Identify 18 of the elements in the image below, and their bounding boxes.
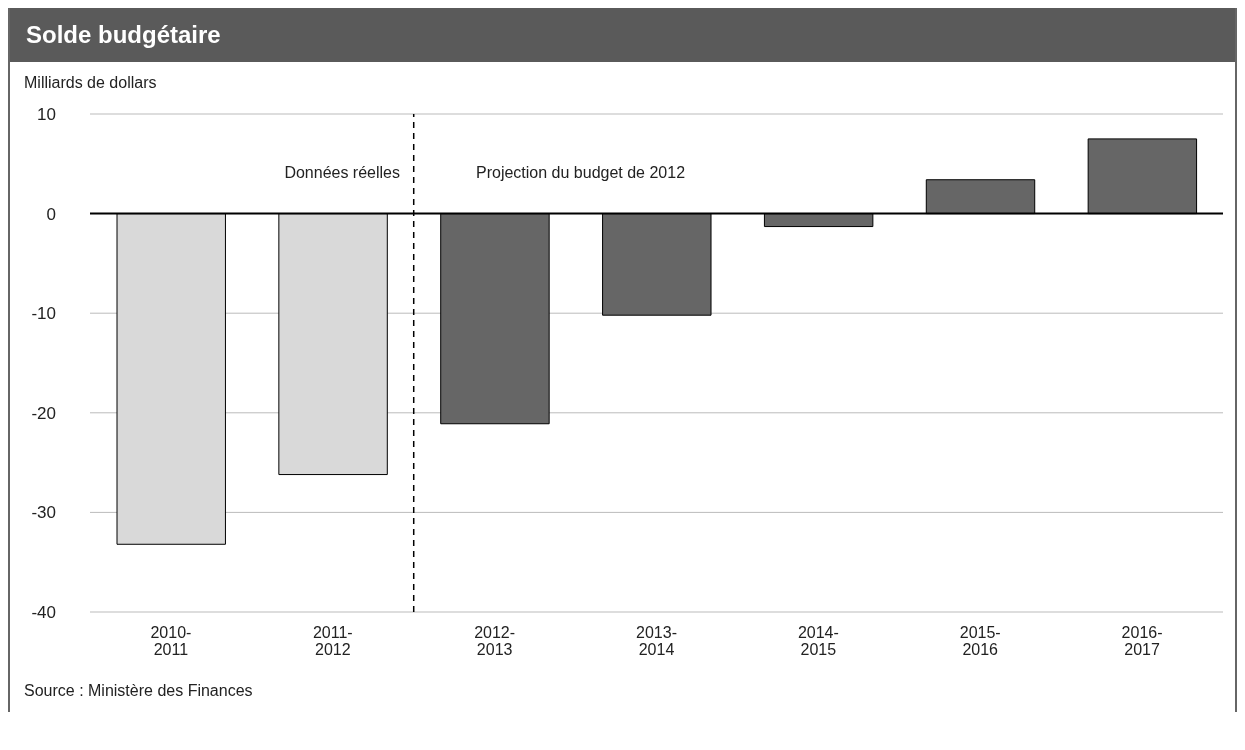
y-tick-label: 10 [37, 105, 56, 125]
annotation: Données réelles [284, 164, 400, 182]
x-tick-label: 2015- 2016 [959, 624, 1001, 658]
x-tick-label: 2010- 2011 [150, 624, 192, 658]
x-tick-label: 2012- 2013 [474, 624, 516, 658]
chart-title: Solde budgétaire [10, 8, 1235, 62]
x-tick-label: 2014- 2015 [797, 624, 839, 658]
y-tick-label: -30 [31, 503, 56, 523]
x-tick-label: 2011- 2012 [312, 624, 353, 658]
x-tick-label: 2016- 2017 [1121, 624, 1163, 658]
y-tick-label: -10 [31, 304, 56, 324]
y-tick-label: 0 [46, 204, 56, 224]
y-tick-label: -40 [31, 603, 56, 623]
annotation: Projection du budget de 2012 [476, 164, 686, 182]
x-tick-label: 2013- 2014 [636, 624, 677, 658]
source-note: Source : Ministère des Finances [23, 682, 254, 701]
y-tick-label: -20 [31, 403, 56, 423]
y-axis-title: Milliards de dollars [23, 73, 158, 92]
